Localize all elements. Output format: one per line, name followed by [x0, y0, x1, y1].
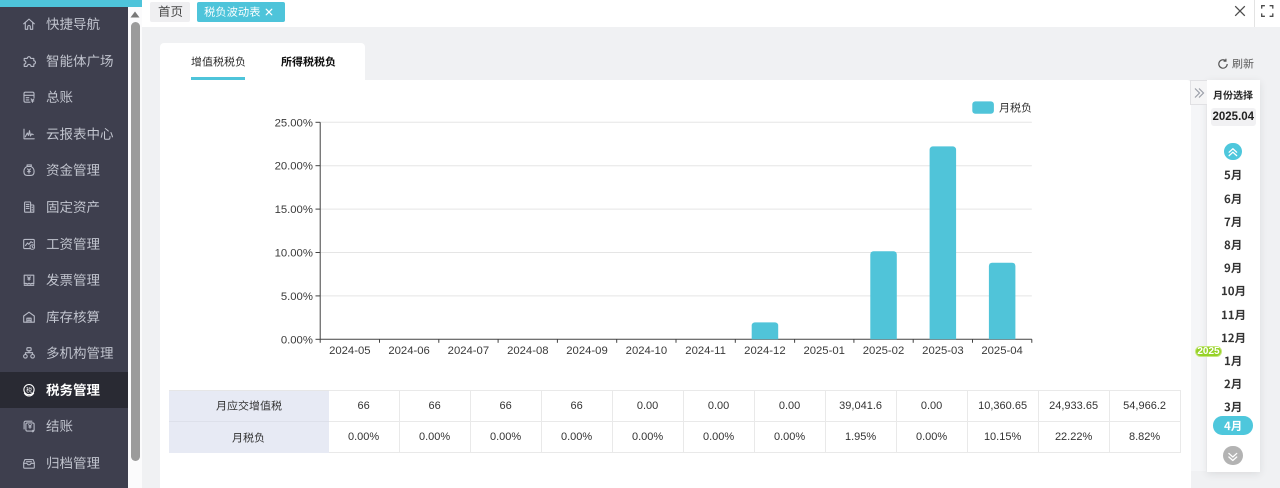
svg-text:2024-09: 2024-09	[566, 345, 607, 357]
svg-text:2024-11: 2024-11	[685, 345, 726, 357]
svg-text:2024-06: 2024-06	[388, 345, 429, 357]
svg-text:2025-02: 2025-02	[863, 345, 904, 357]
svg-text:2025-01: 2025-01	[803, 345, 844, 357]
svg-text:2025-03: 2025-03	[922, 345, 963, 357]
svg-text:5.00%: 5.00%	[281, 291, 313, 303]
svg-text:2024-05: 2024-05	[329, 345, 370, 357]
svg-text:10.00%: 10.00%	[275, 248, 313, 260]
svg-text:0.00%: 0.00%	[281, 334, 313, 346]
svg-text:2024-07: 2024-07	[448, 345, 489, 357]
svg-text:25.00%: 25.00%	[275, 117, 313, 129]
svg-text:20.00%: 20.00%	[275, 161, 313, 173]
svg-text:2025-04: 2025-04	[981, 345, 1022, 357]
svg-text:15.00%: 15.00%	[275, 204, 313, 216]
svg-text:2024-08: 2024-08	[507, 345, 548, 357]
svg-text:2024-12: 2024-12	[744, 345, 785, 357]
svg-text:2024-10: 2024-10	[626, 345, 667, 357]
